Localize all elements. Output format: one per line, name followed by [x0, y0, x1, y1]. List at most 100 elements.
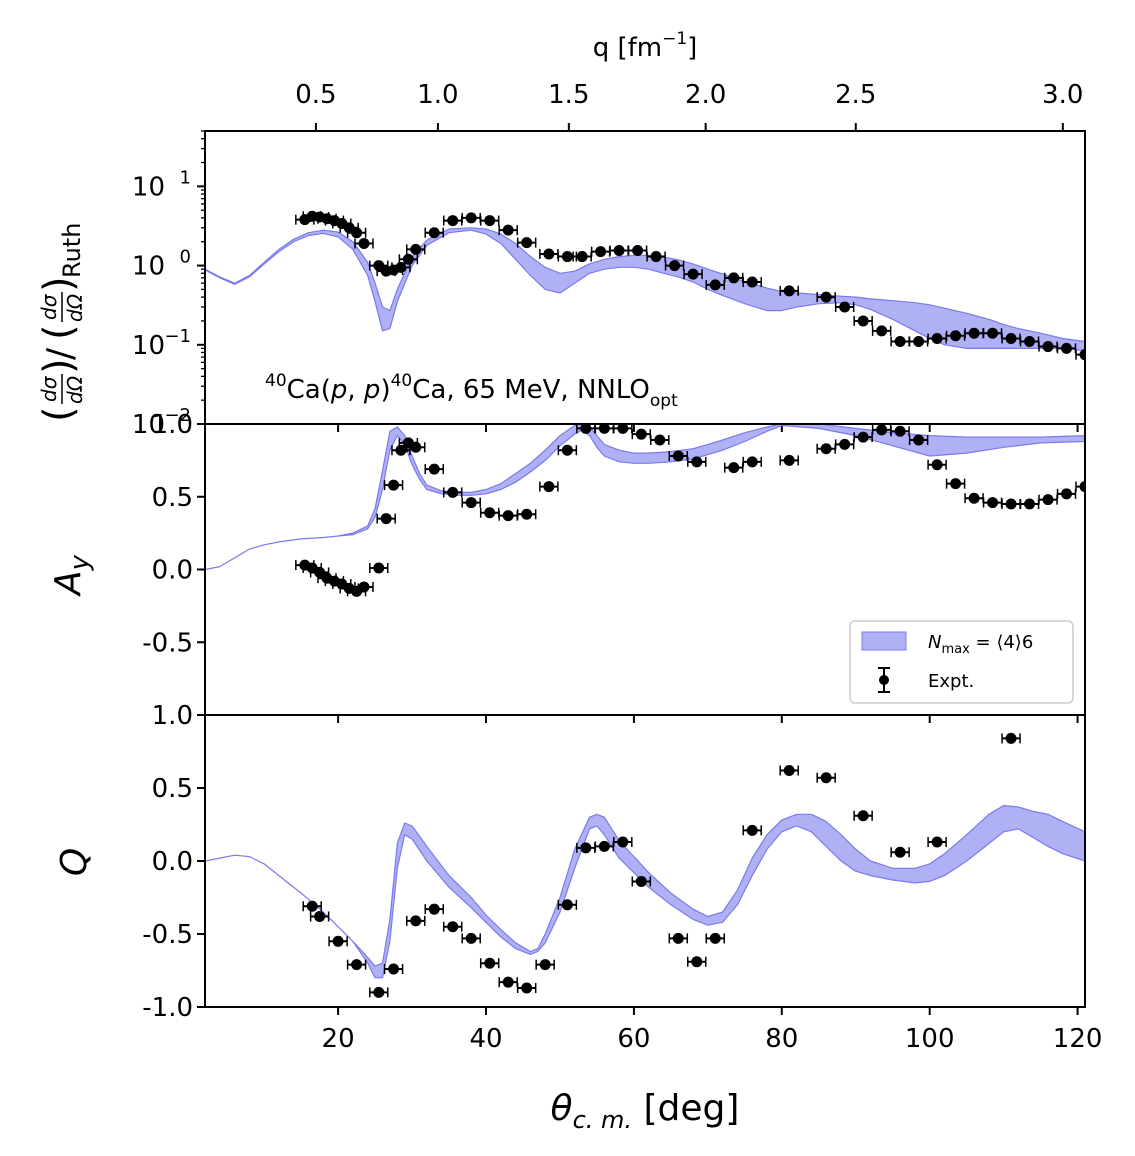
data-point — [406, 441, 426, 453]
data-point-marker — [783, 285, 795, 297]
data-point — [1001, 732, 1021, 744]
data-point-marker — [968, 327, 980, 339]
svg-text:dΩ: dΩ — [63, 375, 87, 404]
data-point-marker — [650, 251, 662, 263]
data-point — [890, 846, 910, 858]
data-point — [424, 463, 444, 475]
data-point-marker — [672, 932, 684, 944]
svg-text:(: ( — [36, 324, 82, 340]
data-point-marker — [1005, 333, 1017, 345]
theory-band — [205, 424, 1085, 571]
data-point-marker — [373, 986, 385, 998]
y-tick-label: -0.5 — [142, 920, 193, 950]
data-point-marker — [358, 237, 370, 249]
top-x-tick-label: 0.5 — [295, 80, 336, 110]
data-point-marker — [691, 456, 703, 468]
data-point — [705, 932, 726, 944]
ylabel-ratio-formula: ( dσ dΩ ) / ( dσ dΩ ) Ruth — [36, 223, 87, 422]
data-point-marker — [617, 836, 629, 848]
data-point — [391, 444, 411, 456]
data-point — [816, 291, 836, 303]
data-point — [498, 224, 518, 236]
data-point — [383, 963, 404, 975]
data-point-marker — [894, 336, 906, 348]
data-point-marker — [580, 424, 592, 434]
data-point — [498, 976, 518, 988]
data-point-marker — [358, 581, 370, 593]
y-tick-label-exp: 1 — [180, 167, 191, 188]
data-point-marker — [561, 444, 573, 456]
data-point-marker — [598, 424, 610, 434]
data-point — [328, 935, 348, 947]
data-point-marker — [709, 279, 721, 291]
data-point-marker — [839, 438, 851, 450]
data-point-marker — [635, 875, 647, 887]
top-x-tick-label: 2.5 — [835, 80, 876, 110]
y-tick-label: 10 — [132, 410, 165, 440]
data-point — [683, 268, 703, 280]
data-point — [834, 438, 855, 450]
y-tick-label-exp: −1 — [164, 326, 191, 347]
theory-band — [205, 804, 1085, 979]
data-point-marker — [428, 463, 440, 475]
data-point-marker — [876, 325, 888, 337]
legend-expt-label: Expt. — [928, 671, 974, 692]
data-point — [498, 510, 518, 522]
data-point — [1056, 488, 1077, 500]
svg-text:): ) — [36, 358, 82, 374]
data-point — [779, 285, 799, 297]
data-point-marker — [820, 443, 832, 455]
data-point — [539, 248, 559, 260]
x-tick-label: 100 — [905, 1024, 955, 1054]
data-point-marker — [632, 245, 644, 257]
legend-band-swatch — [861, 631, 907, 651]
data-point — [309, 910, 330, 922]
xlabel: θc. m. [deg] — [551, 1088, 740, 1134]
svg-text:): ) — [36, 276, 82, 292]
data-point — [369, 562, 389, 574]
data-point-marker — [580, 842, 592, 854]
data-point-marker — [447, 486, 459, 498]
data-point — [853, 810, 873, 822]
data-point-marker — [402, 253, 414, 265]
data-point — [1038, 494, 1058, 506]
data-point — [1038, 341, 1058, 353]
data-point — [834, 301, 855, 313]
legend-band-label: Nmax = ⟨4⟩6 — [928, 632, 1033, 657]
data-point-marker — [576, 251, 588, 263]
y-tick-label: 0.5 — [152, 774, 193, 804]
data-point-marker — [968, 492, 980, 504]
theory-band — [205, 227, 1085, 351]
svg-text:/: / — [40, 347, 81, 360]
data-point — [442, 215, 463, 227]
data-point — [927, 836, 947, 848]
data-point — [668, 932, 689, 944]
data-point — [406, 243, 426, 255]
data-point — [539, 481, 559, 493]
data-point-marker — [613, 245, 625, 257]
data-point-marker — [543, 248, 555, 260]
data-point-marker — [428, 227, 440, 239]
legend-expt-marker — [879, 675, 889, 685]
y-tick-label: 0.0 — [152, 556, 193, 586]
data-point-marker — [410, 243, 422, 255]
data-point — [816, 443, 836, 455]
data-point — [1075, 481, 1085, 493]
data-point-marker — [672, 450, 684, 462]
data-point-marker — [502, 976, 514, 988]
data-point — [590, 246, 611, 258]
data-point — [535, 959, 555, 971]
data-point-marker — [561, 251, 573, 263]
data-point-marker — [1079, 349, 1085, 361]
data-point-marker — [351, 227, 363, 239]
data-point-marker — [539, 959, 551, 971]
data-point-marker — [654, 434, 666, 446]
data-point-marker — [447, 921, 459, 933]
data-point — [346, 959, 367, 971]
svg-text:Ruth: Ruth — [58, 223, 86, 278]
data-point-marker — [314, 910, 326, 922]
svg-text:dσ: dσ — [37, 293, 61, 320]
data-point — [890, 425, 910, 437]
data-point-marker — [502, 510, 514, 522]
